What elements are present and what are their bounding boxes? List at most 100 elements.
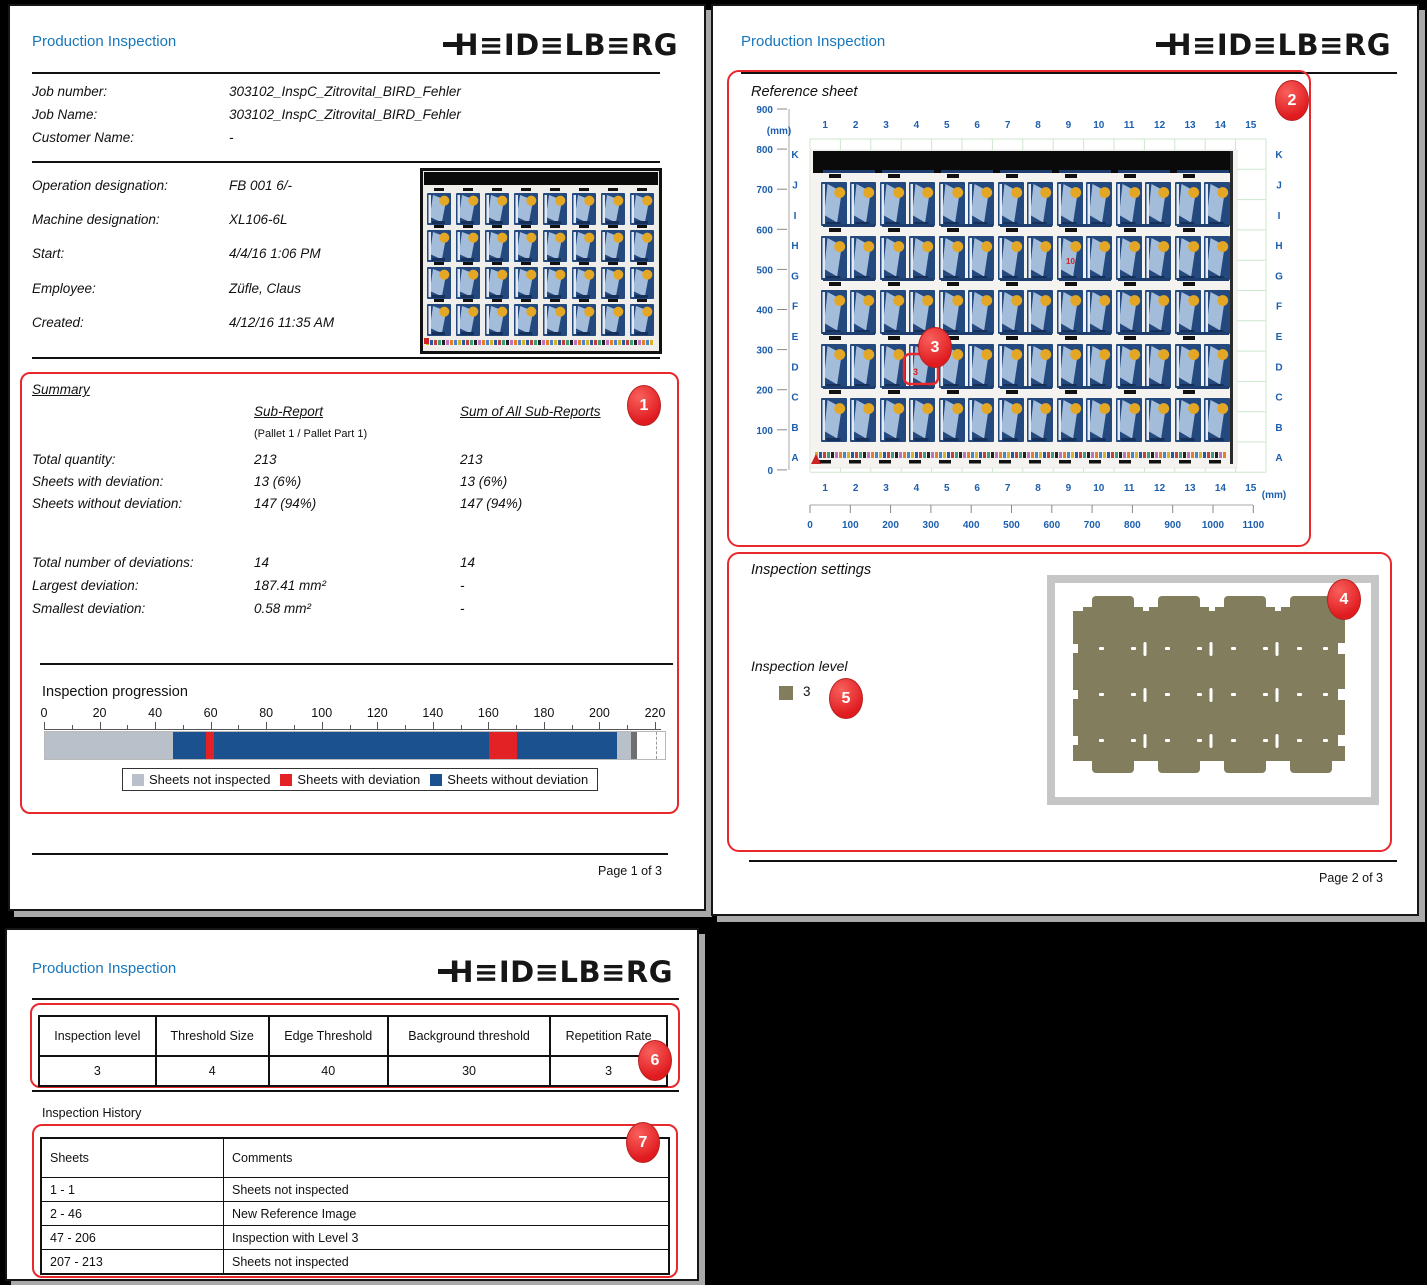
legend-item: Sheets not inspected [132, 772, 270, 787]
column-number: 4 [914, 120, 920, 131]
column-number: 9 [1066, 483, 1072, 494]
summary-row-value: 147 (94%) [460, 496, 523, 511]
heidelberg-logo: H≡ID≡LB≡RG [1156, 28, 1391, 62]
row-letter: K [791, 150, 799, 161]
summary-row-label: Sheets with deviation: [32, 474, 164, 489]
column-number: 15 [1245, 120, 1257, 131]
axis-tick [293, 725, 295, 729]
divider [741, 72, 1397, 74]
summary-row-value: 147 (94%) [254, 496, 317, 511]
axis-tick-label: 0 [40, 706, 48, 720]
left-mm-label: 300 [756, 346, 773, 357]
field-value: Züfle, Claus [229, 281, 302, 296]
page-title: Production Inspection [32, 33, 177, 50]
summary-row-value: 13 (6%) [254, 474, 302, 489]
row-letter: G [1275, 271, 1283, 282]
axis-tick-label: 60 [203, 706, 218, 720]
legend-label: Sheets with deviation [297, 772, 421, 787]
die-cut-mask-frame [1047, 575, 1379, 805]
left-mm-label: 900 [756, 105, 773, 116]
bar-segment [631, 732, 637, 759]
row-letter: F [792, 302, 798, 313]
table-row: 2 - 46 New Reference Image [40, 1201, 670, 1226]
column-number: 11 [1124, 120, 1135, 131]
annotation-4: 4 [1327, 579, 1361, 620]
axis-tick-label: 180 [533, 706, 555, 720]
axis-line [44, 729, 661, 730]
axis-tick [210, 722, 212, 729]
defect-count-marker: 10 [1066, 257, 1075, 266]
annotation-5: 5 [829, 678, 863, 719]
column-header: Edge Threshold [267, 1015, 389, 1057]
legend-item: Sheets with deviation [280, 772, 420, 787]
axis-tick [321, 722, 323, 729]
column-number: 12 [1154, 120, 1166, 131]
divider [40, 663, 673, 665]
cell-comment: Sheets not inspected [223, 1249, 670, 1275]
summary-col1-subheader: (Pallet 1 / Pallet Part 1) [254, 428, 368, 440]
bar-segment [172, 732, 207, 759]
axis-tick-label: 20 [92, 706, 107, 720]
axis-tick [155, 722, 157, 729]
column-number: 14 [1215, 483, 1227, 494]
bar-segment [45, 732, 173, 759]
reference-sheet-title: Reference sheet [751, 84, 858, 100]
row-letter: C [791, 393, 798, 404]
annotation-1: 1 [627, 385, 661, 426]
progression-bar-track [44, 731, 666, 760]
axis-tick [127, 725, 129, 729]
column-header: Sheets [40, 1137, 224, 1178]
axis-tick [627, 725, 629, 729]
column-number: 15 [1245, 483, 1257, 494]
summary-row-value: - [460, 601, 465, 616]
bar-segment [517, 732, 618, 759]
bottom-mm-label: 200 [882, 520, 899, 531]
axis-tick [99, 722, 101, 729]
field-value: - [229, 130, 234, 145]
axis-tick [71, 725, 73, 729]
column-number: 12 [1154, 483, 1166, 494]
column-number: 9 [1066, 120, 1072, 131]
history-highlight-box [32, 1124, 678, 1278]
bottom-mm-label: 800 [1124, 520, 1141, 531]
table-row: 1 - 1 Sheets not inspected [40, 1177, 670, 1202]
axis-tick-label: 100 [311, 706, 333, 720]
summary-row-value: 187.41 mm² [254, 578, 327, 593]
row-letter: E [792, 332, 799, 343]
column-number: 2 [853, 120, 859, 131]
column-number: 3 [883, 483, 889, 494]
field-value: XL106-6L [229, 212, 288, 227]
axis-tick [266, 722, 268, 729]
inspection-progression-chart: 0 20 40 60 80 100 120 140 160 180 200 220 Sheets no… [38, 706, 670, 802]
summary-row-label: Total quantity: [32, 452, 116, 467]
divider [32, 72, 660, 74]
reference-sheet-highlight-box [727, 70, 1311, 547]
inspection-settings-highlight-box [727, 552, 1392, 852]
cell-sheets: 47 - 206 [40, 1225, 224, 1250]
report-page-2: Production Inspection H≡ID≡LB≡RG Referen… [711, 4, 1419, 916]
legend-swatch [280, 773, 293, 786]
column-number: 13 [1184, 120, 1196, 131]
page-number: Page 1 of 3 [598, 864, 662, 878]
cell-value: 3 [38, 1055, 157, 1087]
column-number: 6 [974, 120, 980, 131]
table-row: 47 - 206 Inspection with Level 3 [40, 1225, 670, 1250]
cell-sheets: 207 - 213 [40, 1249, 224, 1275]
cell-sheets: 1 - 1 [40, 1177, 224, 1202]
report-page-1: Production Inspection H≡ID≡LB≡RG Job num… [8, 4, 706, 911]
table-header-row: Sheets Comments [40, 1137, 670, 1178]
row-letter: A [1275, 453, 1282, 464]
row-letter: I [1278, 211, 1281, 222]
field-value: 4/12/16 11:35 AM [229, 315, 335, 330]
column-number: 13 [1184, 483, 1196, 494]
left-mm-label: 400 [756, 306, 773, 317]
field-label: Employee: [32, 281, 96, 296]
summary-row-value: 213 [254, 452, 277, 467]
axis-tick-label: 220 [644, 706, 666, 720]
row-letter: F [1276, 302, 1282, 313]
bottom-mm-label: 300 [923, 520, 940, 531]
bar-segment [489, 732, 518, 759]
legend-label: Sheets without deviation [447, 772, 589, 787]
